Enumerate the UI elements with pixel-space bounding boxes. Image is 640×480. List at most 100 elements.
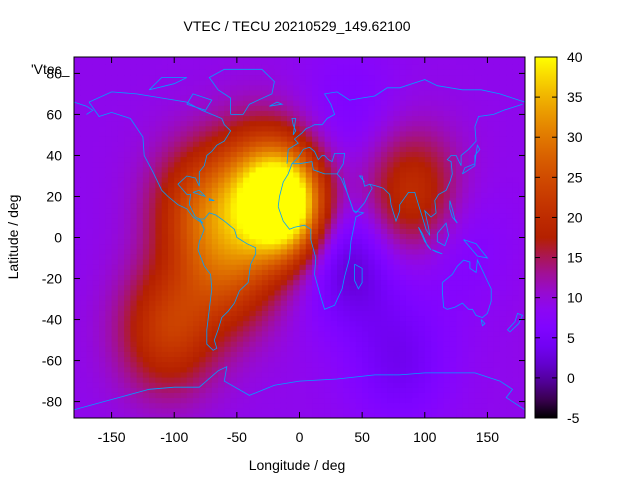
heatmap-cell <box>318 161 326 168</box>
heatmap-cell <box>487 279 495 286</box>
heatmap-cell <box>218 341 225 347</box>
heatmap-cell <box>337 218 344 224</box>
heatmap-cell <box>412 356 420 363</box>
heatmap-cell <box>274 156 282 163</box>
heatmap-cell <box>205 407 213 414</box>
heatmap-cell <box>243 279 250 286</box>
heatmap-cell <box>380 202 388 209</box>
heatmap-cell <box>474 84 482 91</box>
heatmap-cell <box>299 64 307 70</box>
heatmap-cell <box>506 320 514 327</box>
heatmap-cell <box>355 57 363 60</box>
heatmap-cell <box>161 315 169 322</box>
heatmap-cell <box>387 233 395 240</box>
heatmap-cell <box>130 264 138 270</box>
heatmap-cell <box>318 207 326 214</box>
heatmap-cell <box>462 135 470 142</box>
heatmap-cell <box>349 248 357 255</box>
heatmap-cell <box>431 330 438 337</box>
heatmap-cell <box>167 310 175 317</box>
heatmap-cell <box>255 218 263 224</box>
heatmap-cell <box>280 192 288 199</box>
heatmap-cell <box>468 366 476 373</box>
heatmap-cell <box>255 346 263 352</box>
heatmap-cell <box>105 166 113 173</box>
heatmap-cell <box>374 325 382 332</box>
heatmap-cell <box>142 166 150 173</box>
heatmap-cell <box>506 176 514 183</box>
heatmap-cell <box>105 218 113 224</box>
heatmap-cell <box>512 279 520 286</box>
heatmap-cell <box>255 176 263 183</box>
heatmap-cell <box>92 105 100 111</box>
heatmap-cell <box>243 397 250 404</box>
heatmap-cell <box>224 197 232 204</box>
heatmap-cell <box>124 130 131 137</box>
heatmap-cell <box>506 64 514 70</box>
heatmap-cell <box>468 223 476 229</box>
heatmap-cell <box>236 161 244 168</box>
heatmap-cell <box>174 100 182 106</box>
heatmap-cell <box>380 248 388 255</box>
heatmap-cell <box>343 248 351 255</box>
heatmap-cell <box>393 294 401 301</box>
heatmap-cell <box>418 120 426 127</box>
heatmap-cell <box>424 64 432 70</box>
heatmap-cell <box>193 120 200 127</box>
heatmap-cell <box>92 161 100 168</box>
heatmap-cell <box>167 223 175 229</box>
heatmap-cell <box>399 182 407 188</box>
heatmap-cell <box>299 387 307 393</box>
heatmap-cell <box>456 361 463 368</box>
heatmap-cell <box>481 274 489 281</box>
heatmap-cell <box>74 141 81 147</box>
heatmap-cell <box>268 407 276 414</box>
heatmap-cell <box>186 371 194 378</box>
heatmap-cell <box>280 74 288 81</box>
heatmap-cell <box>193 320 200 327</box>
heatmap-cell <box>92 259 100 265</box>
heatmap-cell <box>318 356 326 363</box>
heatmap-cell <box>305 187 313 193</box>
heatmap-cell <box>205 187 213 193</box>
heatmap-cell <box>155 387 163 393</box>
heatmap-cell <box>236 356 244 363</box>
heatmap-cell <box>124 376 131 383</box>
heatmap-cell <box>130 243 138 250</box>
heatmap-cell <box>449 218 457 224</box>
heatmap-cell <box>305 110 313 117</box>
heatmap-cell <box>305 233 313 240</box>
heatmap-cell <box>437 387 445 393</box>
heatmap-cell <box>506 392 514 399</box>
heatmap-cell <box>418 402 426 409</box>
heatmap-cell <box>142 407 150 414</box>
heatmap-cell <box>449 187 457 193</box>
heatmap-cell <box>424 346 432 352</box>
heatmap-cell <box>443 64 451 70</box>
heatmap-cell <box>111 289 119 296</box>
heatmap-cell <box>224 171 232 178</box>
heatmap-cell <box>431 269 438 276</box>
heatmap-cell <box>274 289 282 296</box>
heatmap-cell <box>186 412 194 418</box>
heatmap-cell <box>99 130 106 137</box>
heatmap-cell <box>449 166 457 173</box>
heatmap-cell <box>92 84 100 91</box>
heatmap-cell <box>456 59 463 65</box>
heatmap-cell <box>443 202 451 209</box>
heatmap-cell <box>80 300 88 306</box>
heatmap-cell <box>167 356 175 363</box>
heatmap-cell <box>380 187 388 193</box>
heatmap-cell <box>92 115 100 122</box>
heatmap-cell <box>318 392 326 399</box>
heatmap-cell <box>456 351 463 358</box>
heatmap-cell <box>274 341 282 347</box>
heatmap-cell <box>387 346 395 352</box>
heatmap-cell <box>261 207 269 214</box>
heatmap-cell <box>92 341 100 347</box>
heatmap-cell <box>230 259 238 265</box>
heatmap-cell <box>167 392 175 399</box>
heatmap-cell <box>155 130 163 137</box>
heatmap-cell <box>74 105 81 111</box>
